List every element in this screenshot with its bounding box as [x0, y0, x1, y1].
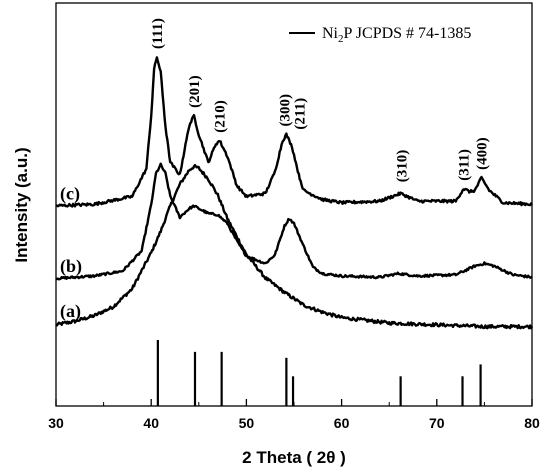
- x-tick-label: 60: [334, 415, 350, 431]
- x-tick-label: 50: [239, 415, 255, 431]
- curve-label-a: (a): [60, 301, 81, 322]
- x-tick-label: 40: [143, 415, 159, 431]
- curve-label-c: (c): [60, 183, 80, 204]
- legend: Ni2P JCPDS # 74-1385: [289, 25, 471, 45]
- peak-label-201: (201): [187, 75, 203, 108]
- y-axis-title: Intensity (a.u.): [12, 147, 31, 262]
- curve-c: [55, 56, 533, 208]
- peak-label-210: (210): [213, 100, 229, 133]
- peak-label-211: (211): [293, 98, 309, 130]
- curve-b: [55, 162, 533, 281]
- x-tick-label: 30: [48, 415, 64, 431]
- plot-frame: [55, 2, 533, 407]
- peak-label-300: (300): [278, 94, 294, 127]
- peak-label-400: (400): [475, 137, 491, 170]
- x-axis-ticks: 30 40 50 60 70 80: [48, 399, 540, 431]
- curve-label-b: (b): [60, 256, 82, 277]
- curve-a: [55, 164, 534, 330]
- x-axis-title: 2 Theta ( 2θ ): [242, 448, 346, 467]
- x-tick-label: 70: [429, 415, 445, 431]
- peak-label-310: (310): [395, 150, 411, 183]
- legend-label: Ni2P JCPDS # 74-1385: [322, 25, 471, 45]
- peak-labels: (a) (b) (c) (111) (201) (210) (300) (211) (310) (…: [60, 18, 491, 322]
- reference-pattern: [156, 340, 482, 406]
- xrd-curves: [55, 56, 534, 330]
- x-tick-label: 80: [524, 415, 540, 431]
- peak-label-111: (111): [150, 18, 166, 49]
- peak-label-311: (311): [457, 149, 473, 181]
